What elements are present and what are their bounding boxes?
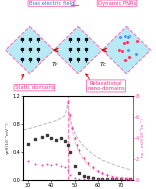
Text: Static domains: Static domains [15,85,54,90]
Text: Dynamic PNRs: Dynamic PNRs [98,1,136,6]
Polygon shape [102,26,151,74]
Y-axis label: nκ - nκ0(10⁻⁶m⁻¹): nκ - nκ0(10⁻⁶m⁻¹) [141,119,145,157]
Polygon shape [54,26,102,74]
Text: $T_C$: $T_C$ [99,60,108,69]
Y-axis label: γeff(10⁻²mV⁻¹): γeff(10⁻²mV⁻¹) [6,122,10,154]
Polygon shape [5,26,54,74]
Text: Bias electric field: Bias electric field [29,1,74,6]
Text: $T_F$: $T_F$ [51,60,60,69]
Text: Relaxational
nano-domains: Relaxational nano-domains [87,81,125,91]
